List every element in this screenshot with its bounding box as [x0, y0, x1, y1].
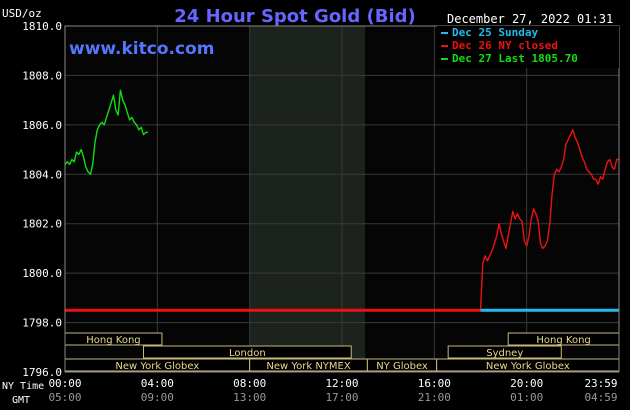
legend-box: [437, 26, 619, 68]
y-tick-label: 1800.0: [22, 267, 62, 280]
x-tick-label-ny: 08:00: [233, 377, 266, 390]
nymex-session-shade: [249, 26, 366, 372]
x-tick-label-gmt: 01:00: [510, 391, 543, 404]
market-session-label: New York Globex: [486, 361, 570, 372]
y-tick-label: 1810.0: [22, 20, 62, 33]
series-line: [64, 89, 149, 176]
x-tick-label-gmt: 13:00: [233, 391, 266, 404]
chart-title: 24 Hour Spot Gold (Bid): [174, 6, 415, 27]
market-session-box: [142, 345, 352, 359]
x-tick-label-ny: 04:00: [141, 377, 174, 390]
market-session-label: New York Globex: [115, 361, 199, 372]
y-tick-label: 1798.0: [22, 317, 62, 330]
x-tick-label-ny: 00:00: [48, 377, 81, 390]
y-tick-label: 1804.0: [22, 168, 62, 181]
x-tick-label-gmt: 04:59: [584, 391, 617, 404]
x-tick-label-gmt: 21:00: [418, 391, 451, 404]
website-watermark[interactable]: www.kitco.com: [69, 39, 214, 59]
legend-label: Dec 25 Sunday: [452, 26, 538, 39]
market-session-label: New York NYMEX: [266, 361, 351, 372]
legend-label: Dec 27 Last 1805.70: [452, 52, 578, 65]
price-lines: [64, 89, 619, 312]
x-tick-label-gmt: 09:00: [141, 391, 174, 404]
y-tick-label: 1806.0: [22, 119, 62, 132]
timestamp: December 27, 2022 01:31: [447, 12, 613, 26]
y-tick-label: 1802.0: [22, 218, 62, 231]
y-tick-label: 1808.0: [22, 69, 62, 82]
series-line: [65, 129, 619, 311]
legend-label: Dec 26 NY closed: [452, 39, 558, 52]
market-session-label: Hong Kong: [86, 335, 140, 346]
market-session-label: Hong Kong: [536, 335, 590, 346]
x-tick-label-ny: 12:00: [325, 377, 358, 390]
y-axis-ticks: 1810.0 1808.0 1806.0 1804.0 1802.0 1800.0 1798…: [22, 20, 62, 379]
ny-time-row-label: NY Time: [2, 381, 44, 392]
y-tick-label: 1796.0: [22, 366, 62, 379]
unit-label: USD/oz: [2, 7, 42, 20]
x-tick-label-ny: 23:59: [584, 377, 617, 390]
x-tick-label-gmt: 17:00: [325, 391, 358, 404]
market-session-box: [447, 345, 562, 359]
x-tick-label-ny: 20:00: [510, 377, 543, 390]
gmt-row-label: GMT: [12, 395, 30, 406]
market-session-label: Sydney: [486, 348, 523, 359]
x-tick-label-gmt: 05:00: [48, 391, 81, 404]
x-tick-label-ny: 16:00: [418, 377, 451, 390]
market-session-label: London: [229, 348, 266, 359]
market-session-label: NY Globex: [376, 361, 428, 372]
plot-frame: [64, 25, 620, 373]
market-sessions: Hong Kong Hong Kong London Sydney New York G…: [64, 332, 620, 372]
